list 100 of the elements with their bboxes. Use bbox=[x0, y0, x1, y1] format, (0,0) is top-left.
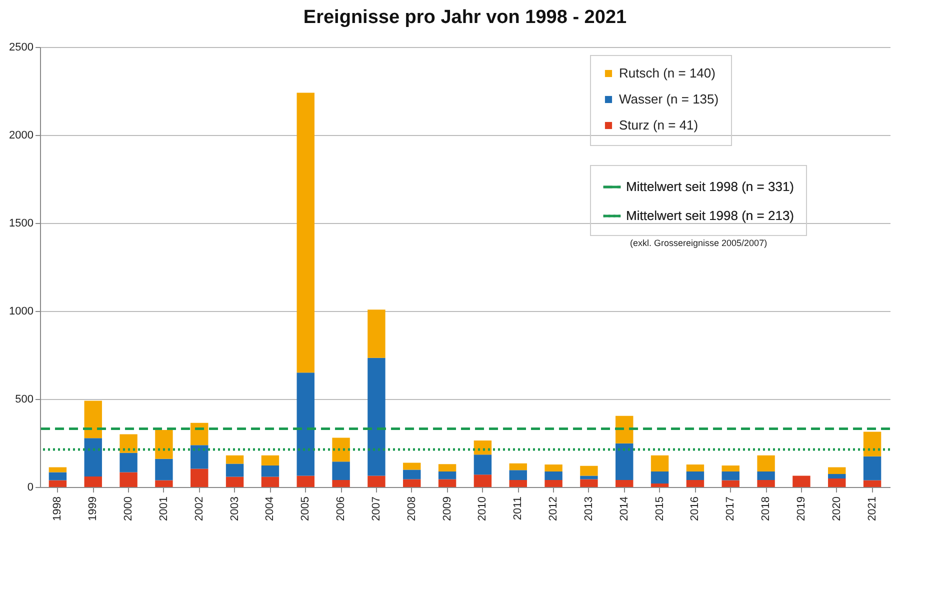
chart-title: Ereignisse pro Jahr von 1998 - 2021 bbox=[303, 7, 628, 28]
x-tick-label: 2014 bbox=[618, 496, 630, 521]
bar bbox=[190, 468, 208, 487]
bar bbox=[226, 476, 244, 487]
x-tick-label: 2019 bbox=[795, 496, 808, 521]
bar bbox=[84, 400, 102, 438]
x-tick-label: 2012 bbox=[548, 496, 560, 521]
bar bbox=[509, 480, 527, 487]
x-tick-label: 2004 bbox=[264, 496, 276, 521]
x-tick-label: 2003 bbox=[228, 496, 241, 521]
x-tick-label: 1999 bbox=[87, 496, 100, 521]
bar bbox=[48, 472, 67, 480]
bar bbox=[650, 483, 669, 487]
bar bbox=[828, 478, 846, 487]
x-tick-label: 2020 bbox=[830, 496, 843, 521]
bar bbox=[332, 438, 350, 462]
x-tick-label: 2007 bbox=[370, 496, 382, 521]
bar bbox=[261, 466, 280, 477]
x-tick-label: 2005 bbox=[300, 496, 312, 521]
x-tick-label: 2017 bbox=[724, 496, 737, 521]
bar bbox=[403, 462, 421, 470]
bar bbox=[474, 474, 492, 487]
bar bbox=[296, 372, 314, 476]
bar bbox=[828, 474, 846, 479]
x-tick-label: 2010 bbox=[476, 496, 489, 521]
bar bbox=[474, 454, 492, 475]
bar bbox=[261, 455, 280, 466]
bar bbox=[296, 476, 314, 487]
y-tick-label: 1500 bbox=[9, 218, 34, 230]
bar bbox=[368, 310, 386, 358]
bar bbox=[438, 472, 456, 480]
x-tick-label: 2021 bbox=[866, 496, 878, 521]
bar bbox=[155, 480, 173, 487]
legend-label: Mittelwert seit 1998 (n = 213) bbox=[626, 208, 794, 223]
bar bbox=[544, 464, 562, 472]
y-tick-label: 0 bbox=[27, 482, 34, 494]
bar bbox=[48, 467, 67, 472]
bar bbox=[403, 479, 421, 487]
bar bbox=[828, 467, 846, 474]
bar bbox=[580, 466, 598, 476]
bar bbox=[722, 480, 740, 487]
bar bbox=[155, 458, 173, 480]
legend-label: Mittelwert seit 1998 (n = 331) bbox=[626, 179, 794, 194]
bar bbox=[368, 476, 386, 487]
bar bbox=[474, 440, 492, 455]
bar bbox=[722, 472, 740, 480]
bar bbox=[332, 480, 350, 487]
bar bbox=[438, 464, 456, 472]
legend-label: Rutsch (n = 140) bbox=[619, 66, 716, 80]
bar bbox=[332, 462, 350, 480]
bar bbox=[722, 466, 740, 472]
bar bbox=[580, 476, 598, 480]
bar bbox=[438, 479, 456, 487]
bar bbox=[509, 470, 527, 480]
x-tick-label: 2002 bbox=[193, 496, 206, 521]
bar bbox=[650, 472, 669, 484]
bar bbox=[84, 476, 102, 487]
x-tick-label: 2016 bbox=[689, 496, 702, 521]
y-tick-label: 2000 bbox=[9, 130, 34, 142]
x-tick-label: 2001 bbox=[158, 496, 170, 521]
bar bbox=[84, 438, 102, 476]
bar bbox=[190, 445, 208, 469]
bar bbox=[296, 92, 314, 373]
bar bbox=[686, 480, 704, 487]
x-tick-label: 2011 bbox=[512, 496, 524, 520]
x-tick-label: 2009 bbox=[441, 496, 454, 521]
bar bbox=[155, 430, 173, 459]
y-tick-label: 2500 bbox=[9, 42, 34, 54]
x-tick-label: 2008 bbox=[406, 496, 418, 521]
bar bbox=[650, 455, 669, 472]
bar bbox=[120, 434, 138, 453]
bar bbox=[190, 422, 208, 446]
bar bbox=[757, 455, 775, 472]
legend-label: Wasser (n = 135) bbox=[619, 92, 719, 106]
bar bbox=[863, 480, 882, 487]
bar bbox=[368, 358, 386, 476]
bar bbox=[120, 452, 138, 472]
x-tick-label: 2013 bbox=[582, 496, 595, 521]
bar bbox=[261, 476, 280, 487]
bar bbox=[792, 476, 810, 487]
y-tick-label: 1000 bbox=[9, 306, 34, 318]
bar bbox=[544, 472, 562, 480]
bar bbox=[616, 416, 634, 444]
bar bbox=[686, 464, 704, 472]
x-tick-label: 2015 bbox=[654, 496, 666, 521]
bar bbox=[686, 472, 704, 480]
x-tick-label: 1998 bbox=[52, 496, 64, 521]
y-tick-label: 500 bbox=[15, 394, 34, 406]
bar bbox=[403, 470, 421, 480]
bar bbox=[616, 443, 634, 480]
x-tick-label: 2000 bbox=[122, 496, 135, 521]
x-tick-label: 2018 bbox=[760, 496, 772, 521]
bar bbox=[580, 479, 598, 487]
bar bbox=[48, 480, 67, 487]
bar bbox=[616, 480, 634, 487]
x-tick-label: 2006 bbox=[335, 496, 348, 521]
bar bbox=[226, 455, 244, 464]
bar bbox=[863, 432, 882, 456]
bar bbox=[544, 480, 562, 487]
bar bbox=[226, 464, 244, 477]
